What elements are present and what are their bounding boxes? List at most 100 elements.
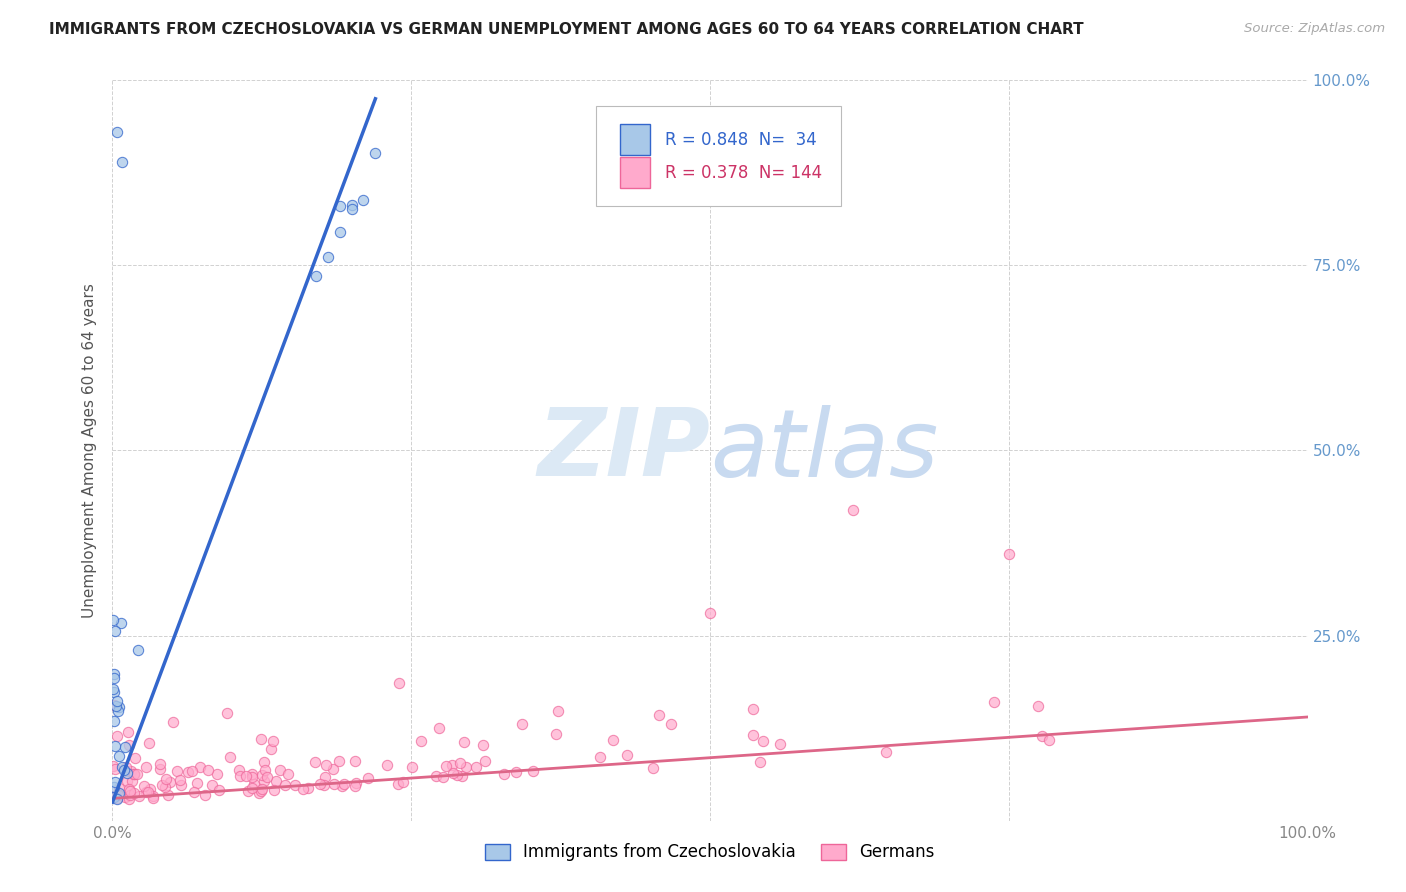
Point (602, 733, 624, 747)
Point (103, 780, 125, 794)
Point (114, 790, 136, 805)
Point (432, 770, 454, 784)
Point (188, 759, 211, 773)
Text: R = 0.848  N=  34: R = 0.848 N= 34 (665, 130, 817, 148)
Point (998, 547, 1021, 561)
Point (284, 778, 307, 792)
Text: atlas: atlas (710, 405, 938, 496)
Point (124, 751, 146, 765)
Point (240, 766, 263, 780)
Point (235, 769, 257, 783)
Point (451, 769, 474, 783)
Point (118, 792, 141, 806)
Point (136, 785, 159, 799)
Point (104, 739, 127, 753)
Bar (620, 124, 651, 155)
Point (449, 756, 471, 770)
Point (264, 774, 287, 789)
Point (135, 759, 157, 773)
Point (169, 773, 191, 788)
Point (103, 671, 125, 685)
Point (103, 714, 125, 728)
Point (105, 125, 128, 139)
Text: R = 0.378  N= 144: R = 0.378 N= 144 (665, 164, 821, 182)
Point (208, 782, 231, 797)
Point (105, 693, 128, 707)
Point (124, 786, 146, 800)
Point (240, 781, 263, 796)
Point (107, 788, 129, 802)
Point (128, 789, 150, 804)
Point (105, 729, 128, 743)
Point (205, 766, 228, 780)
Point (304, 755, 326, 769)
Point (108, 781, 131, 796)
Point (749, 755, 772, 769)
Point (118, 781, 141, 796)
FancyBboxPatch shape (596, 106, 842, 206)
Text: Source: ZipAtlas.com: Source: ZipAtlas.com (1244, 22, 1385, 36)
Point (101, 758, 124, 772)
Point (375, 758, 398, 772)
Point (150, 778, 173, 792)
Point (177, 764, 200, 779)
Point (316, 250, 339, 264)
Point (259, 742, 281, 756)
Point (104, 775, 127, 789)
Point (522, 764, 544, 779)
Bar (620, 157, 651, 188)
Point (314, 770, 336, 784)
Point (1026, 698, 1049, 713)
Point (262, 734, 284, 748)
Point (186, 776, 208, 790)
Point (409, 734, 432, 748)
Point (247, 786, 270, 800)
Point (322, 777, 344, 791)
Point (180, 764, 202, 779)
Point (769, 737, 792, 751)
Point (842, 502, 865, 516)
Point (228, 763, 250, 777)
Point (274, 778, 297, 792)
Point (105, 792, 128, 806)
Point (387, 777, 409, 791)
Point (124, 767, 146, 781)
Point (243, 777, 266, 791)
Point (253, 773, 276, 788)
Point (149, 762, 172, 776)
Point (250, 782, 273, 797)
Point (340, 202, 363, 216)
Point (170, 778, 193, 792)
Point (752, 734, 775, 748)
Point (118, 783, 141, 797)
Point (156, 789, 179, 803)
Point (101, 613, 124, 627)
Point (183, 785, 205, 799)
Point (434, 759, 457, 773)
Point (219, 750, 242, 764)
Point (357, 771, 380, 785)
Point (322, 762, 344, 776)
Point (141, 789, 163, 804)
Point (616, 748, 638, 763)
Point (138, 736, 160, 750)
Point (114, 759, 136, 773)
Point (329, 199, 352, 213)
Point (105, 790, 128, 805)
Point (162, 714, 184, 729)
Point (197, 763, 219, 777)
Point (107, 704, 129, 718)
Point (132, 779, 155, 793)
Point (263, 782, 285, 797)
Point (240, 770, 263, 784)
Point (229, 769, 252, 783)
Point (505, 764, 527, 779)
Point (472, 738, 495, 752)
Point (453, 735, 475, 749)
Text: IMMIGRANTS FROM CZECHOSLOVAKIA VS GERMAN UNEMPLOYMENT AMONG AGES 60 TO 64 YEARS : IMMIGRANTS FROM CZECHOSLOVAKIA VS GERMAN… (49, 22, 1084, 37)
Point (741, 728, 763, 742)
Point (1038, 732, 1060, 747)
Point (108, 749, 131, 764)
Point (343, 754, 366, 768)
Point (118, 738, 141, 752)
